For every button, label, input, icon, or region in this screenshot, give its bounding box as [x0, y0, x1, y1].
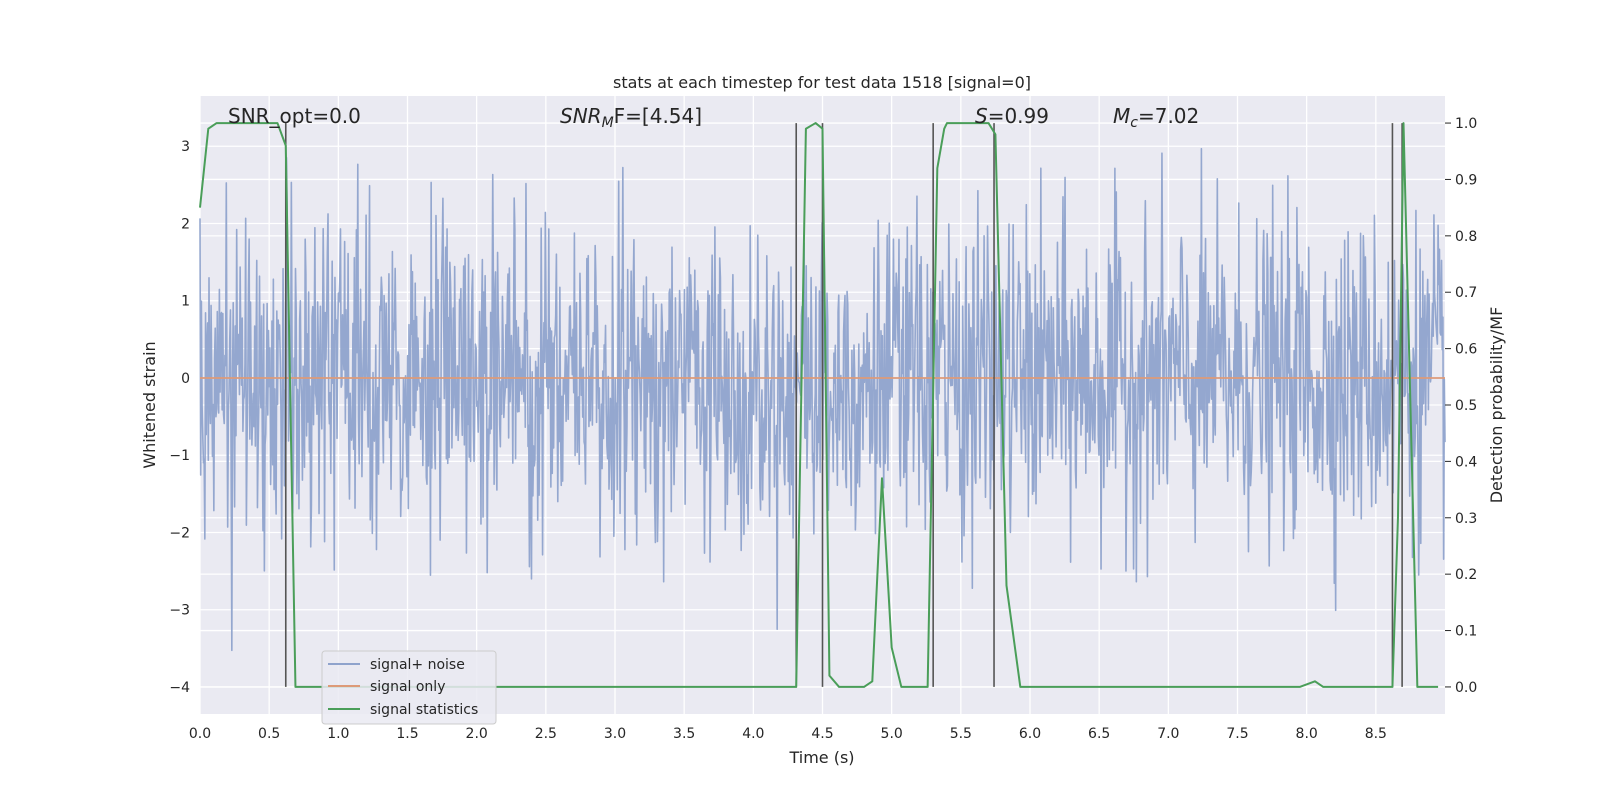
y-right-tick-label: 1.0 — [1455, 116, 1477, 132]
x-tick-label: 3.5 — [673, 726, 695, 742]
y-axis-left-label: Whitened strain — [140, 341, 159, 468]
y-left-tick-label: −1 — [169, 448, 190, 464]
y-left-tick-label: 0 — [181, 371, 190, 387]
x-tick-label: 8.5 — [1365, 726, 1387, 742]
x-tick-label: 6.0 — [1019, 726, 1041, 742]
y-right-tick-label: 0.4 — [1455, 454, 1477, 470]
annotation-snr-mf: SNRMF=[4.54] — [560, 104, 702, 131]
legend-box — [321, 650, 497, 725]
y-left-tick-label: −4 — [169, 680, 190, 696]
y-right-tick-label: 0.3 — [1455, 511, 1477, 527]
annotation-mc: Mc=7.02 — [1113, 104, 1199, 131]
legend-label-signal-statistics: signal statistics — [370, 702, 478, 718]
y-right-tick-label: 0.5 — [1455, 398, 1477, 414]
x-tick-label: 0.0 — [189, 726, 211, 742]
annotation-snr-opt: SNR_opt=0.0 — [228, 104, 361, 128]
legend-label-signal-noise: signal+ noise — [370, 657, 465, 673]
y-left-tick-label: −2 — [169, 525, 190, 541]
y-axis-left: 3 2 1 0 −1 −2 −3 −4 — [169, 139, 190, 696]
y-left-tick-label: 3 — [181, 139, 190, 155]
x-tick-label: 2.5 — [535, 726, 557, 742]
y-right-tick-label: 0.1 — [1455, 624, 1477, 640]
y-right-tick-label: 0.9 — [1455, 172, 1477, 188]
y-right-tick-label: 0.2 — [1455, 567, 1477, 583]
x-tick-label: 4.5 — [811, 726, 833, 742]
y-left-tick-label: −3 — [169, 603, 190, 619]
y-right-tick-label: 0.8 — [1455, 229, 1477, 245]
y-right-tick-label: 0.0 — [1455, 680, 1477, 696]
x-tick-label: 2.0 — [466, 726, 488, 742]
x-tick-label: 5.0 — [881, 726, 903, 742]
y-right-tick-label: 0.7 — [1455, 285, 1477, 301]
x-tick-label: 1.0 — [327, 726, 349, 742]
x-tick-label: 1.5 — [396, 726, 418, 742]
plot-area — [199, 122, 1446, 688]
x-tick-label: 7.0 — [1157, 726, 1179, 742]
y-left-tick-label: 1 — [181, 294, 190, 310]
y-axis-right: 1.0 0.9 0.8 0.7 0.6 0.5 0.4 0.3 0.2 0.1 0.0 — [1445, 116, 1477, 696]
y-axis-right-label: Detection probability/MF — [1487, 307, 1506, 504]
legend-label-signal-only: signal only — [370, 679, 445, 695]
x-axis-label: Time (s) — [788, 748, 854, 767]
y-right-tick-label: 0.6 — [1455, 342, 1477, 358]
chart-title: stats at each timestep for test data 151… — [613, 73, 1031, 92]
annotation-s: S=0.99 — [975, 104, 1049, 128]
x-tick-label: 6.5 — [1088, 726, 1110, 742]
x-axis: 0.0 0.5 1.0 1.5 2.0 2.5 3.0 3.5 4.0 4.5 5.0 5.5 6.0 6… — [189, 726, 1387, 742]
legend: signal+ noise signal only signal statist… — [321, 650, 497, 725]
x-tick-label: 5.5 — [950, 726, 972, 742]
x-tick-label: 0.5 — [258, 726, 280, 742]
x-tick-label: 8.0 — [1296, 726, 1318, 742]
series-signal-statistics-line — [199, 122, 1439, 688]
x-tick-label: 3.0 — [604, 726, 626, 742]
x-tick-label: 7.5 — [1226, 726, 1248, 742]
x-tick-label: 4.0 — [742, 726, 764, 742]
y-left-tick-label: 2 — [181, 216, 190, 232]
